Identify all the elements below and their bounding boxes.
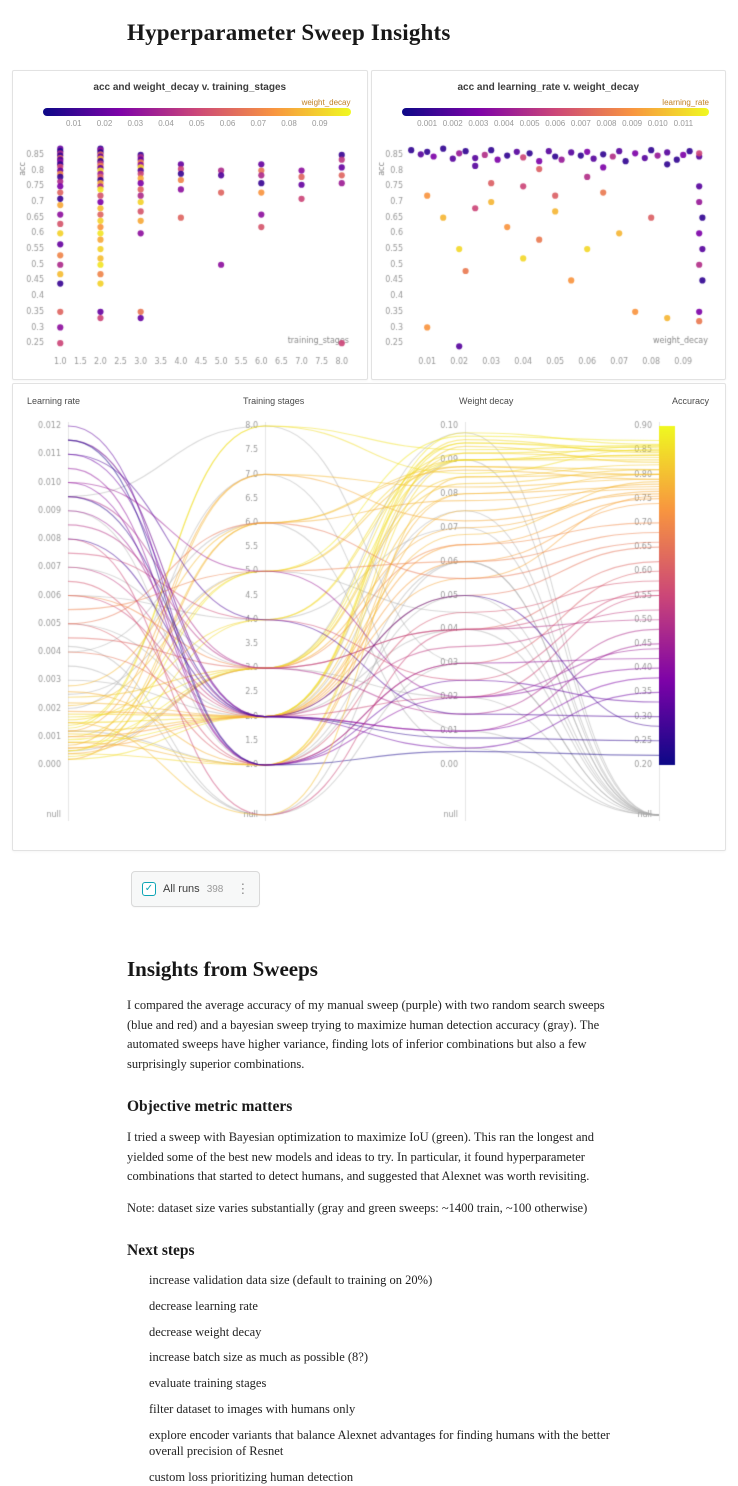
axis-label-weight-decay: Weight decay [459, 396, 514, 406]
gradient-tick: 0.003 [468, 119, 489, 128]
run-set-selector[interactable]: ✓ All runs 398 ⋮ [131, 871, 261, 907]
gradient-tick: 0.004 [493, 119, 515, 128]
insights-paragraph-1: I compared the average accuracy of my ma… [127, 998, 605, 1071]
axis-label-accuracy: Accuracy [671, 396, 709, 406]
gradient-tick: 0.01 [65, 119, 82, 128]
list-item: explore encoder variants that balance Al… [149, 1427, 610, 1458]
color-gradient-ticks: 0.01 0.02 0.03 0.04 0.05 0.06 0.07 0.08 0.09 [43, 118, 351, 131]
all-runs-count: 398 [206, 883, 224, 895]
scatter-panel-training-stages: acc and weight_decay v. training_stages … [12, 70, 368, 380]
gradient-tick: 0.04 [158, 119, 174, 128]
list-item: decrease learning rate [149, 1298, 258, 1313]
list-item: increase batch size as much as possible … [149, 1350, 369, 1365]
panel-title: acc and learning_rate v. weight_decay [457, 82, 640, 93]
scatter-panel-weight-decay: acc and learning_rate v. weight_decay le… [370, 70, 726, 380]
gradient-tick: 0.07 [250, 119, 267, 128]
scatter-plot-canvas[interactable] [13, 131, 367, 377]
color-legend-label: weight_decay [301, 98, 351, 107]
objective-metric-heading: Objective metric matters [127, 1098, 293, 1115]
gradient-tick: 0.08 [281, 119, 297, 128]
axis-label-training-stages: Training stages [243, 396, 305, 406]
insights-heading: Insights from Sweeps [127, 957, 318, 981]
gradient-tick: 0.006 [545, 119, 566, 128]
color-gradient-ticks: 0.001 0.002 0.003 0.004 0.005 0.006 0.007 0.008… [402, 118, 710, 131]
color-legend: weight_decay 0.01 0.02 0.03 0.04 0.05 0.06 0.0… [13, 93, 367, 131]
parallel-coordinates-canvas[interactable] [13, 410, 725, 840]
kebab-menu-icon[interactable]: ⋮ [236, 881, 250, 896]
scatter-plot-canvas[interactable] [371, 131, 726, 377]
list-item: increase validation data size (default t… [149, 1273, 433, 1287]
gradient-tick: 0.001 [417, 119, 438, 128]
gradient-tick: 0.011 [673, 119, 694, 128]
gradient-tick: 0.007 [570, 119, 591, 128]
panel-title: acc and weight_decay v. training_stages [93, 82, 287, 93]
color-gradient-bar [401, 108, 709, 116]
gradient-tick: 0.002 [442, 119, 463, 128]
axis-label-learning-rate: Learning rate [27, 396, 81, 406]
gradient-tick: 0.010 [647, 119, 668, 128]
all-runs-label: All runs [163, 883, 200, 895]
list-item: evaluate training stages [149, 1376, 267, 1390]
gradient-tick: 0.008 [596, 119, 617, 128]
insights-section: Insights from Sweeps I compared the aver… [127, 957, 624, 1485]
page-title: Hyperparameter Sweep Insights [127, 20, 451, 45]
next-steps-list: increase validation data size (default t… [149, 1272, 624, 1485]
gradient-tick: 0.06 [219, 119, 236, 128]
list-item: filter dataset to images with humans onl… [149, 1401, 356, 1416]
next-steps-heading: Next steps [127, 1242, 195, 1259]
gradient-tick: 0.09 [311, 119, 328, 128]
parallel-coordinates-panel: Learning rate Training stages Weight dec… [12, 383, 726, 851]
color-legend-label: learning_rate [662, 98, 709, 107]
insights-paragraph-2: I tried a sweep with Bayesian optimizati… [127, 1130, 594, 1183]
list-item: custom loss prioritizing human detection [149, 1469, 354, 1484]
panel-grid: acc and weight_decay v. training_stages … [0, 70, 738, 851]
gradient-tick: 0.03 [127, 119, 144, 128]
gradient-tick: 0.05 [188, 119, 205, 128]
gradient-tick: 0.02 [96, 119, 113, 128]
gradient-tick: 0.009 [622, 119, 643, 128]
all-runs-checkbox[interactable]: ✓ [142, 882, 156, 896]
color-gradient-bar [43, 108, 351, 116]
list-item: decrease weight decay [149, 1324, 262, 1339]
gradient-tick: 0.005 [519, 119, 540, 128]
color-legend: learning_rate 0.001 0.002 0.003 0.004 0.005 0… [372, 93, 726, 131]
insights-paragraph-3: Note: dataset size varies substantially … [127, 1200, 588, 1215]
